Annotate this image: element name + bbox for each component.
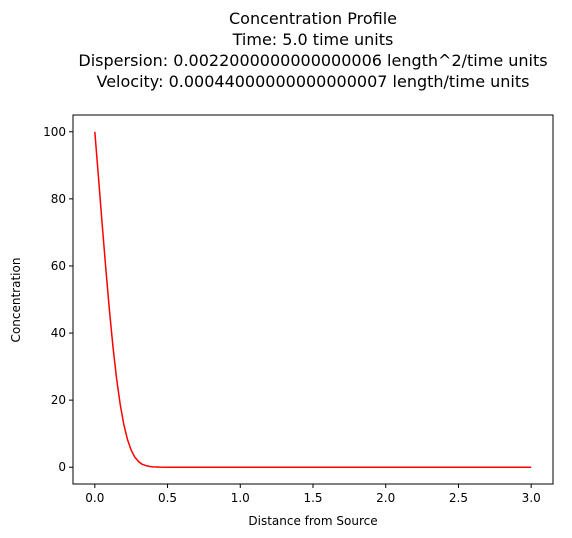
x-tick-label: 3.0 bbox=[522, 491, 541, 505]
y-tick-label: 80 bbox=[51, 192, 66, 206]
x-tick-label: 1.5 bbox=[303, 491, 322, 505]
y-tick-label: 0 bbox=[58, 460, 66, 474]
series-line-0 bbox=[94, 131, 532, 468]
y-tick-label: 20 bbox=[51, 393, 66, 407]
x-tick-label: 2.0 bbox=[376, 491, 395, 505]
x-tick-label: 2.5 bbox=[449, 491, 468, 505]
y-tick-label: 60 bbox=[51, 259, 66, 273]
x-tick-label: 1.0 bbox=[231, 491, 250, 505]
y-tick-label: 40 bbox=[51, 326, 66, 340]
plot-layer: 0.0 0.5 1.0 1.5 2.0 2.5 3.0 0 20 40 60 80 100 bbox=[43, 125, 541, 505]
chart-title-line-2: Time: 5.0 time units bbox=[232, 30, 394, 49]
chart-title-line-4: Velocity: 0.00044000000000000007 length/… bbox=[97, 72, 530, 91]
y-tick-label: 100 bbox=[43, 125, 66, 139]
x-tick-label: 0.0 bbox=[85, 491, 104, 505]
x-tick-label: 0.5 bbox=[158, 491, 177, 505]
x-axis-label: Distance from Source bbox=[248, 514, 377, 528]
y-axis-label: Concentration bbox=[9, 258, 23, 343]
chart-title-line-1: Concentration Profile bbox=[229, 9, 397, 28]
chart-title-line-3: Dispersion: 0.0022000000000000006 length… bbox=[78, 51, 547, 70]
plot-frame bbox=[72, 114, 554, 485]
